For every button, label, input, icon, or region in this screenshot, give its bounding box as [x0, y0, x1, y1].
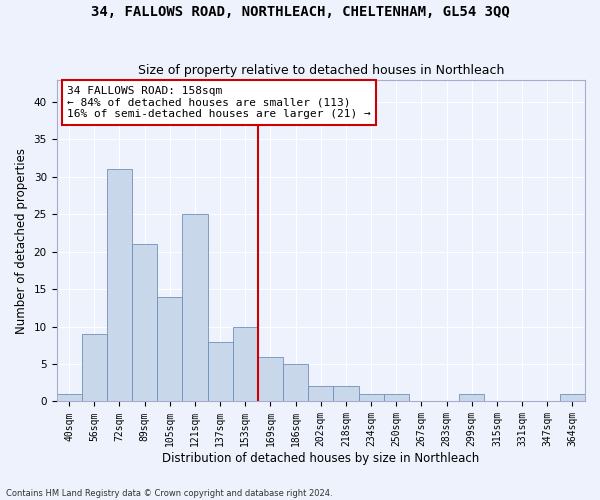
Bar [308, 386, 334, 402]
Bar [157, 296, 182, 402]
Text: 34 FALLOWS ROAD: 158sqm
← 84% of detached houses are smaller (113)
16% of semi-d: 34 FALLOWS ROAD: 158sqm ← 84% of detache… [67, 86, 371, 119]
Bar [208, 342, 233, 402]
Bar [334, 386, 359, 402]
Bar [560, 394, 585, 402]
Bar [459, 394, 484, 402]
Bar [283, 364, 308, 402]
Text: 34, FALLOWS ROAD, NORTHLEACH, CHELTENHAM, GL54 3QQ: 34, FALLOWS ROAD, NORTHLEACH, CHELTENHAM… [91, 5, 509, 19]
Text: Contains HM Land Registry data © Crown copyright and database right 2024.: Contains HM Land Registry data © Crown c… [6, 488, 332, 498]
Bar [233, 326, 258, 402]
Bar [182, 214, 208, 402]
Bar [383, 394, 409, 402]
Title: Size of property relative to detached houses in Northleach: Size of property relative to detached ho… [137, 64, 504, 77]
Bar [132, 244, 157, 402]
Bar [258, 356, 283, 402]
Y-axis label: Number of detached properties: Number of detached properties [15, 148, 28, 334]
Bar [107, 170, 132, 402]
Bar [56, 394, 82, 402]
Bar [359, 394, 383, 402]
Bar [82, 334, 107, 402]
X-axis label: Distribution of detached houses by size in Northleach: Distribution of detached houses by size … [162, 452, 479, 465]
